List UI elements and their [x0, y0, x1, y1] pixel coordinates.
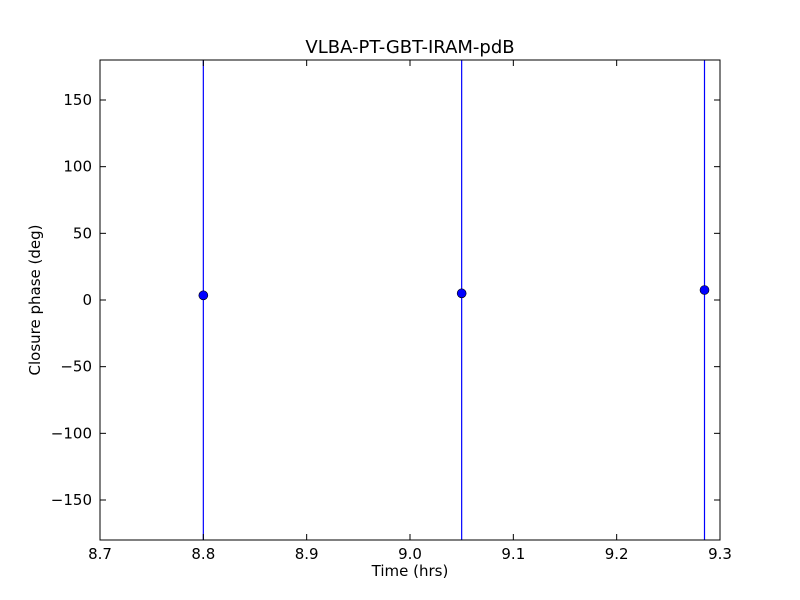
x-tick-label: 9.1 — [501, 545, 525, 563]
x-tick-label: 8.9 — [295, 545, 319, 563]
x-tick-label: 8.7 — [88, 545, 112, 563]
x-tick-label: 9.2 — [605, 545, 629, 563]
y-axis-label: Closure phase (deg) — [26, 225, 44, 376]
data-point — [456, 288, 467, 299]
x-axis-ticks: 8.7 8.8 8.9 9.0 9.1 9.2 9.3 — [88, 60, 732, 563]
y-tick-label: −100 — [51, 424, 92, 442]
y-tick-label: −50 — [60, 358, 92, 376]
x-axis-label: Time (hrs) — [371, 562, 449, 580]
plot-frame — [99, 59, 721, 541]
plot-area — [100, 60, 720, 540]
chart-title: VLBA-PT-GBT-IRAM-pdB — [305, 37, 514, 58]
data-marks — [198, 60, 710, 540]
x-tick-label: 8.8 — [191, 545, 215, 563]
y-tick-label: 150 — [63, 91, 92, 109]
y-tick-label: −150 — [51, 491, 92, 509]
y-tick-label: 100 — [63, 158, 92, 176]
data-point — [699, 285, 710, 295]
y-tick-label: 0 — [82, 291, 92, 309]
x-tick-label: 9.0 — [398, 545, 422, 563]
y-tick-label: 50 — [73, 224, 92, 242]
y-axis-ticks: −150 −100 −50 0 50 100 150 — [51, 91, 720, 509]
data-point — [198, 290, 209, 301]
x-tick-label: 9.3 — [708, 545, 732, 563]
